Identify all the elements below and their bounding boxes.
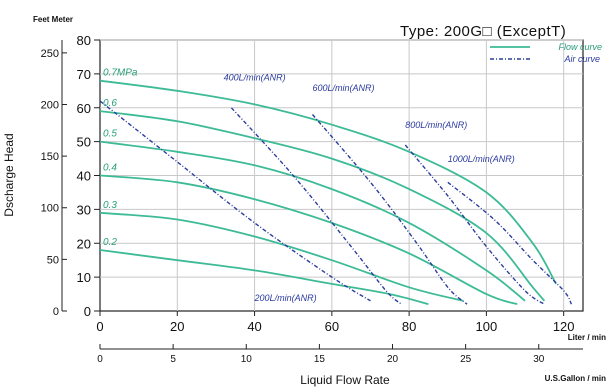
- air-curve-2: [311, 114, 468, 305]
- x-tick-label: 120: [553, 319, 575, 334]
- flow-curve-label: 0.2: [103, 237, 117, 248]
- y-tick-label: 60: [77, 101, 91, 116]
- air-curve-0: [99, 100, 371, 302]
- x-tick-label: 0: [96, 319, 103, 334]
- x2-tick-label: 25: [460, 354, 472, 365]
- air-curve-label: 600L/min(ANR): [313, 83, 375, 93]
- air-curve-label: 400L/min(ANR): [224, 73, 286, 83]
- y-tick-label: 40: [77, 169, 91, 184]
- air-curve-label: 800L/min(ANR): [405, 120, 467, 130]
- air-curve-label: 1000L/min(ANR): [448, 154, 515, 164]
- flow-curve-1: [99, 110, 546, 302]
- x2-tick-label: 0: [97, 354, 103, 365]
- flow-curve-label: 0.7MPa: [103, 68, 138, 79]
- flow-curve-3: [99, 174, 518, 306]
- flow-curve-5: [99, 249, 429, 306]
- y-axis-title: Dscharge Head: [2, 133, 16, 216]
- x-tick-label: 60: [325, 319, 339, 334]
- y-tick-label: 80: [77, 33, 91, 48]
- air-curve-label: 200L/min(ANR): [254, 293, 317, 303]
- y-tick-label: 10: [77, 270, 91, 285]
- flow-curve-label: 0.3: [103, 200, 117, 211]
- x-tick-label: 80: [402, 319, 416, 334]
- grid: [61, 39, 584, 350]
- flow-curve-label: 0.5: [103, 129, 117, 140]
- legend-air-label: Air curve: [563, 54, 600, 64]
- flow-curve-4: [99, 211, 464, 302]
- legend-flow-label: Flow curve: [558, 42, 602, 52]
- x-unit-liter: Liter / min: [568, 333, 606, 342]
- flow-curve-2: [99, 140, 526, 302]
- y-tick-label: 20: [77, 236, 91, 251]
- y2-tick-label: 150: [41, 151, 59, 163]
- y2-tick-label: 250: [41, 48, 59, 60]
- x2-tick-label: 15: [314, 354, 326, 365]
- y-tick-label: 0: [84, 304, 91, 319]
- y2-tick-label: 100: [41, 203, 59, 215]
- x2-tick-label: 20: [387, 354, 399, 365]
- y2-tick-label: 200: [41, 99, 59, 111]
- y-tick-label: 50: [77, 135, 91, 150]
- x-tick-label: 100: [476, 319, 498, 334]
- chart-title: Type: 200G□ (ExceptT): [400, 23, 566, 40]
- x-tick-label: 40: [247, 319, 261, 334]
- air-curve-4: [447, 181, 573, 305]
- x-axis-title: Liquid Flow Rate: [300, 373, 390, 387]
- y-tick-label: 70: [77, 67, 91, 82]
- x2-tick-label: 5: [170, 354, 176, 365]
- curves: [99, 46, 573, 306]
- x2-tick-label: 10: [241, 354, 253, 365]
- flow-curve-0: [99, 79, 557, 285]
- flow-curve-label: 0.4: [103, 163, 117, 174]
- air-curve-1: [230, 107, 402, 305]
- y2-tick-label: 50: [47, 254, 59, 266]
- flow-curve-label: 0.6: [103, 98, 117, 109]
- air-curve-3: [404, 144, 545, 305]
- x-unit-gallon: U.S.Gallon / min: [545, 374, 606, 383]
- x-tick-label: 20: [170, 319, 184, 334]
- x2-tick-label: 30: [533, 354, 545, 365]
- units-label: Feet Meter: [33, 15, 73, 24]
- y2-tick-label: 0: [53, 306, 59, 318]
- y-tick-label: 30: [77, 202, 91, 217]
